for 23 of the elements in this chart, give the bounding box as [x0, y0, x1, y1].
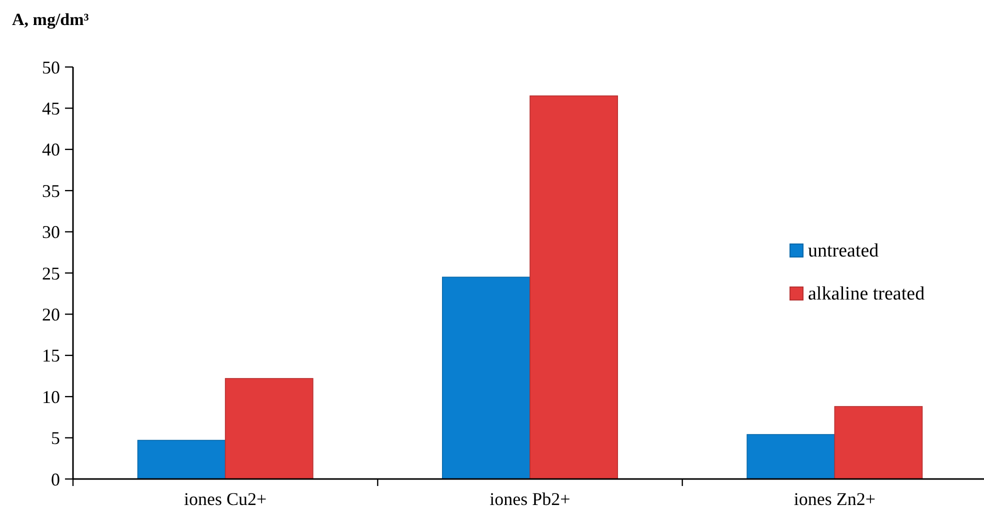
x-tick-label: iones Cu2+	[184, 489, 267, 509]
bar	[442, 276, 530, 480]
bar	[530, 95, 618, 480]
x-tick-label: iones Pb2+	[490, 489, 570, 509]
y-tick-label: 0	[51, 469, 60, 490]
y-tick-label: 45	[42, 98, 60, 118]
legend-label: untreated	[808, 240, 880, 262]
y-tick-label: 20	[42, 304, 60, 324]
bar	[834, 406, 923, 480]
y-tick-label: 50	[42, 57, 60, 78]
y-tick-label: 40	[42, 140, 60, 160]
y-axis-title: A, mg/dm³	[12, 10, 89, 29]
legend-label: alkaline treated	[808, 284, 926, 305]
y-tick-label: 30	[42, 222, 60, 242]
y-tick-label: 25	[42, 263, 60, 284]
y-tick-label: 5	[51, 428, 60, 448]
y-tick-label: 35	[42, 180, 60, 201]
y-tick-label: 15	[42, 346, 60, 366]
bar	[137, 440, 226, 480]
bar	[224, 378, 314, 480]
y-tick-label: 10	[42, 386, 60, 407]
bar	[746, 434, 836, 480]
x-tick-label: iones Zn2+	[794, 489, 876, 509]
